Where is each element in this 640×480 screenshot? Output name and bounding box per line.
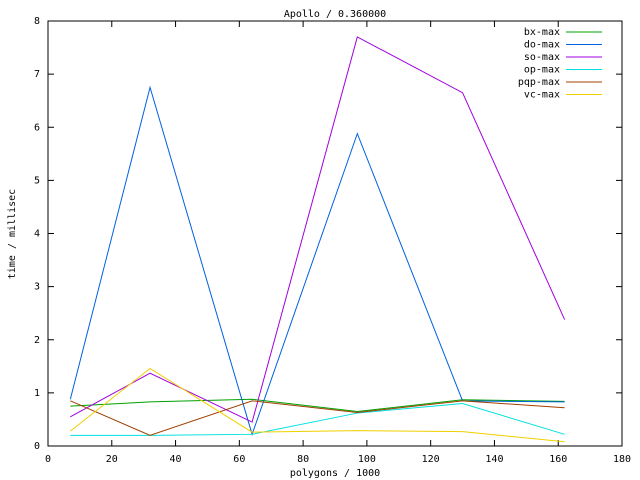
series-line — [70, 36, 566, 423]
y-tick-label: 2 — [34, 335, 40, 346]
series-line — [70, 367, 565, 443]
x-axis-label: polygons / 1000 — [290, 468, 380, 479]
y-tick-label: 0 — [34, 441, 40, 452]
x-tick-label: 160 — [549, 454, 567, 465]
x-tick-label: 20 — [106, 454, 118, 465]
legend-label: op-max — [524, 65, 560, 76]
x-tick-label: 60 — [233, 454, 245, 465]
legend-label: do-max — [524, 40, 560, 51]
legend-label: so-max — [524, 52, 560, 63]
y-tick-label: 7 — [34, 69, 40, 80]
series-line — [70, 400, 565, 436]
x-tick-label: 100 — [358, 454, 376, 465]
series-line — [69, 85, 565, 436]
x-tick-label: 0 — [45, 454, 51, 465]
y-axis-label: time / millisec — [7, 189, 18, 279]
y-tick-label: 5 — [34, 175, 40, 186]
legend-label: bx-max — [524, 27, 560, 38]
x-tick-label: 140 — [485, 454, 503, 465]
legend-label: vc-max — [524, 90, 560, 101]
x-tick-label: 120 — [422, 454, 440, 465]
chart-title: Apollo / 0.360000 — [284, 9, 386, 20]
series-line — [70, 402, 565, 436]
y-tick-label: 8 — [34, 16, 40, 27]
y-tick-label: 6 — [34, 122, 40, 133]
x-tick-label: 180 — [613, 454, 631, 465]
x-tick-label: 40 — [170, 454, 182, 465]
legend-label: pqp-max — [518, 77, 560, 88]
series-line — [70, 398, 565, 412]
y-tick-label: 3 — [34, 282, 40, 293]
y-tick-label: 1 — [34, 388, 40, 399]
y-tick-label: 4 — [34, 229, 40, 240]
x-tick-label: 80 — [297, 454, 309, 465]
